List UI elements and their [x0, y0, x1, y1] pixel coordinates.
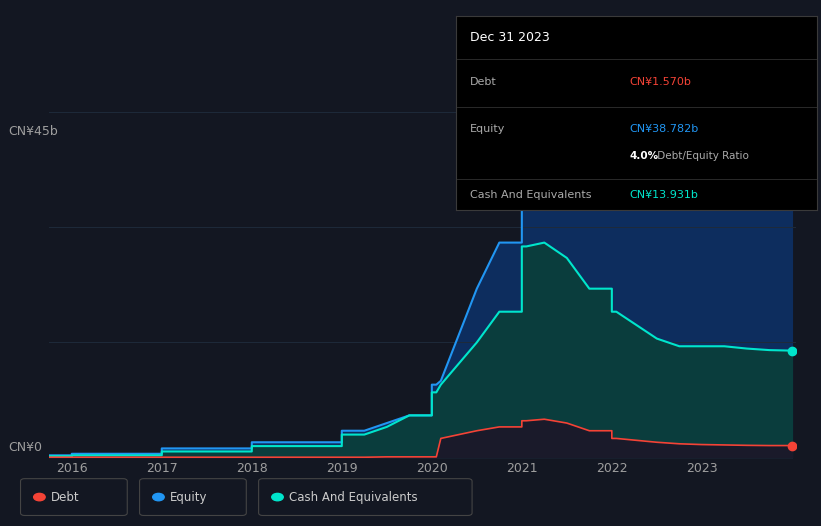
Text: CN¥45b: CN¥45b	[8, 125, 58, 138]
Text: Debt: Debt	[470, 77, 497, 87]
Text: CN¥13.931b: CN¥13.931b	[629, 190, 698, 200]
Text: Cash And Equivalents: Cash And Equivalents	[289, 491, 418, 503]
Text: Cash And Equivalents: Cash And Equivalents	[470, 190, 592, 200]
Text: Equity: Equity	[170, 491, 208, 503]
Text: CN¥0: CN¥0	[8, 441, 42, 454]
Text: Dec 31 2023: Dec 31 2023	[470, 32, 550, 44]
Text: Debt: Debt	[51, 491, 80, 503]
Text: CN¥38.782b: CN¥38.782b	[629, 124, 699, 134]
Text: Equity: Equity	[470, 124, 506, 134]
Text: 4.0%: 4.0%	[629, 151, 658, 161]
Text: Debt/Equity Ratio: Debt/Equity Ratio	[654, 151, 750, 161]
Text: CN¥1.570b: CN¥1.570b	[629, 77, 691, 87]
